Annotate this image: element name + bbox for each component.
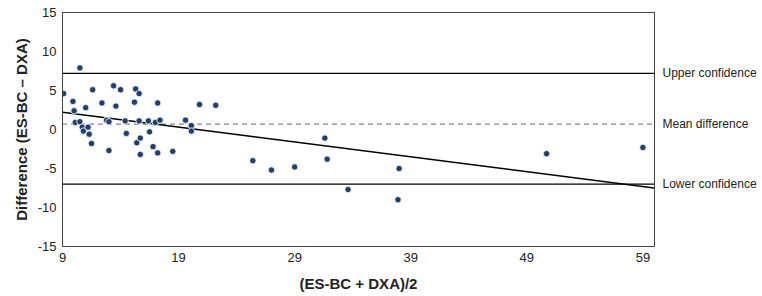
svg-text:Upper confidence: Upper confidence xyxy=(663,66,757,80)
svg-text:15: 15 xyxy=(42,5,56,20)
svg-text:49: 49 xyxy=(520,250,534,265)
svg-text:9: 9 xyxy=(59,250,66,265)
svg-text:0: 0 xyxy=(49,122,56,137)
svg-text:59: 59 xyxy=(636,250,650,265)
svg-text:5: 5 xyxy=(49,83,56,98)
svg-text:29: 29 xyxy=(287,250,301,265)
svg-text:Lower confidence: Lower confidence xyxy=(663,177,757,191)
svg-text:10: 10 xyxy=(42,44,56,59)
svg-text:39: 39 xyxy=(404,250,418,265)
svg-text:-5: -5 xyxy=(45,161,57,176)
svg-text:-10: -10 xyxy=(38,200,57,215)
svg-text:19: 19 xyxy=(171,250,185,265)
svg-text:Difference (ES-BC – DXA): Difference (ES-BC – DXA) xyxy=(13,38,30,221)
svg-text:(ES-BC + DXA)/2: (ES-BC + DXA)/2 xyxy=(300,275,418,292)
svg-text:-15: -15 xyxy=(38,239,57,254)
svg-text:Mean difference: Mean difference xyxy=(663,117,749,131)
